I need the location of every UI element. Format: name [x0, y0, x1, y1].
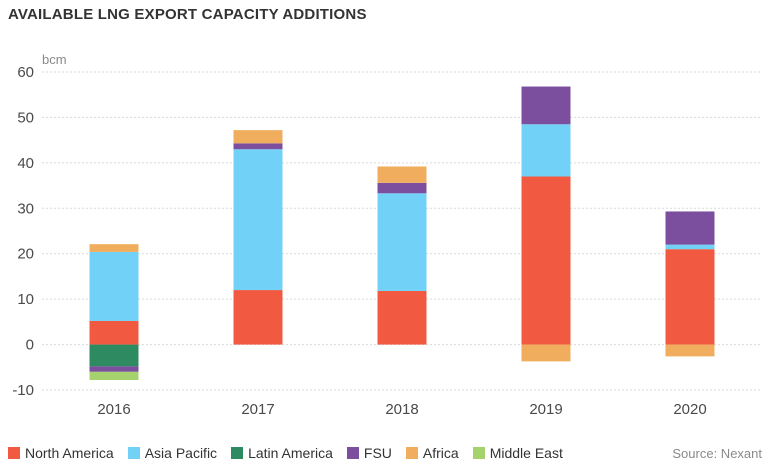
legend-label: FSU: [363, 445, 392, 461]
y-tick-label: 30: [17, 200, 34, 217]
y-tick-label: 50: [17, 109, 34, 126]
bar-2020-fsu: [665, 211, 715, 245]
bar-2016-north-america: [89, 320, 139, 345]
legend-label: Africa: [422, 445, 459, 461]
bars: [89, 86, 715, 381]
y-tick-label: 0: [26, 337, 34, 354]
y-tick-label: 40: [17, 155, 34, 172]
chart-title: AVAILABLE LNG EXPORT CAPACITY ADDITIONS: [8, 6, 367, 23]
bar-2016-latin-america: [89, 344, 139, 367]
legend-swatch: [8, 447, 20, 459]
y-axis-unit-label: bcm: [42, 52, 67, 67]
y-tick-label: 60: [17, 64, 34, 81]
legend-label: Latin America: [248, 445, 333, 461]
bar-2020-north-america: [665, 249, 715, 345]
legend: North America Asia Pacific Latin America FS…: [8, 445, 577, 461]
bar-2018-fsu: [377, 182, 427, 194]
legend-swatch: [405, 447, 418, 459]
legend-label: North America: [25, 445, 114, 461]
legend-swatch: [472, 447, 485, 459]
bar-2019-asia-pacific: [521, 124, 571, 177]
x-tick-label: 2020: [673, 401, 706, 418]
legend-item-asia-pacific: Asia Pacific: [127, 445, 218, 461]
y-tick-label: 20: [17, 246, 34, 263]
bar-2016-africa: [89, 244, 139, 252]
bar-2016-fsu: [89, 366, 139, 372]
x-axis-labels: 2016 2017 2018 2019 2020: [97, 401, 706, 418]
x-tick-label: 2018: [385, 401, 418, 418]
bar-2017-africa: [233, 130, 283, 144]
bar-2017-asia-pacific: [233, 149, 283, 291]
legend-label: Asia Pacific: [144, 445, 218, 461]
bar-2017-north-america: [233, 290, 283, 345]
bar-2017-fsu: [233, 143, 283, 150]
source-note: Source: Nexant: [672, 446, 762, 461]
legend-item-latin-america: Latin America: [231, 445, 333, 461]
x-tick-label: 2017: [241, 401, 274, 418]
legend-swatch: [346, 447, 359, 459]
bar-2020-asia-pacific: [665, 244, 715, 250]
legend-item-africa: Africa: [405, 445, 459, 461]
bar-2018-asia-pacific: [377, 193, 427, 291]
y-tick-label: 10: [17, 291, 34, 308]
bar-2019-africa: [521, 344, 571, 362]
legend-swatch: [231, 447, 244, 459]
x-tick-label: 2019: [529, 401, 562, 418]
x-tick-label: 2016: [97, 401, 130, 418]
y-axis: -10 0 10 20 30 40 50 60: [12, 64, 34, 399]
legend-item-fsu: FSU: [346, 445, 392, 461]
y-tick-label: -10: [12, 382, 34, 399]
bar-2018-north-america: [377, 290, 427, 345]
bar-2019-fsu: [521, 86, 571, 125]
bar-2019-north-america: [521, 176, 571, 345]
legend-swatch: [127, 447, 140, 459]
legend-item-middle-east: Middle East: [472, 445, 563, 461]
legend-item-north-america: North America: [8, 445, 114, 461]
legend-label: Middle East: [489, 445, 563, 461]
bar-2016-asia-pacific: [89, 251, 139, 321]
bar-2016-middle-east: [89, 371, 139, 381]
bar-2020-africa: [665, 344, 715, 357]
bar-2018-africa: [377, 166, 427, 183]
